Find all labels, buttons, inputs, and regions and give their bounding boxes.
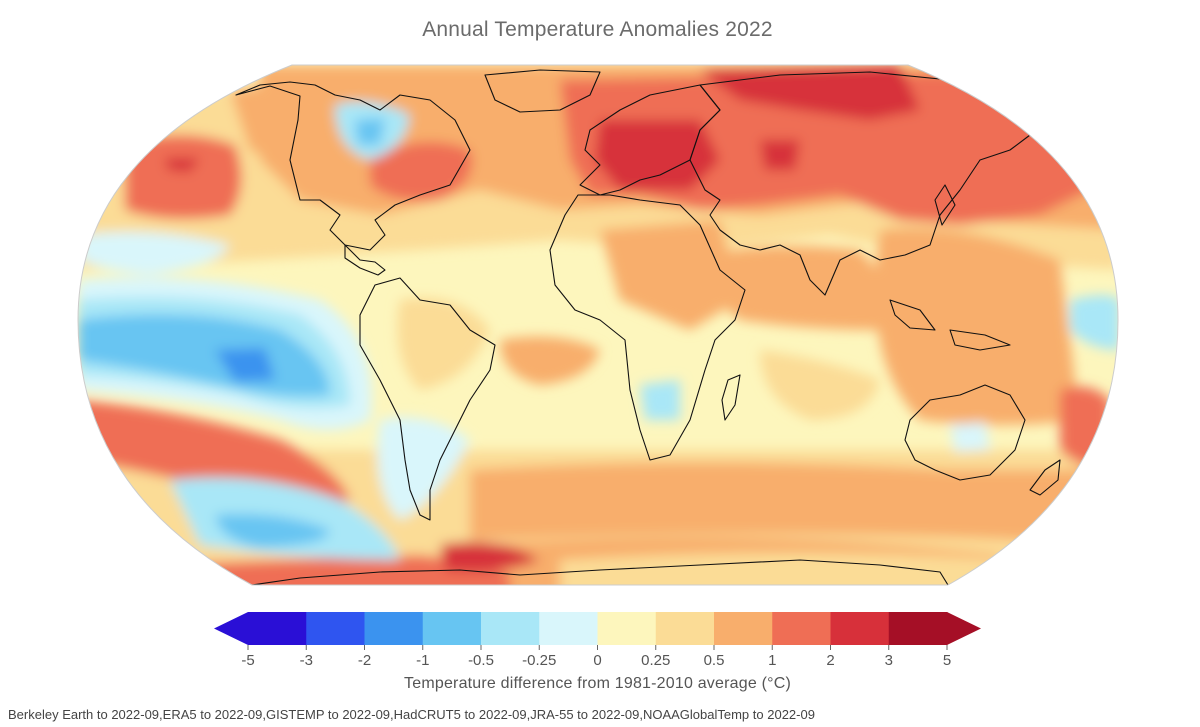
colorbar-segment (714, 612, 773, 645)
colorbar-tick-label: 0.5 (703, 652, 725, 669)
colorbar-tick-label: 2 (826, 652, 835, 669)
colorbar-tick-label: -3 (299, 652, 313, 669)
anomaly-field (78, 65, 1118, 585)
colorbar-tick-label: -1 (416, 652, 430, 669)
colorbar-segment (539, 612, 598, 645)
coastlines (235, 69, 1061, 585)
colorbar (214, 612, 981, 650)
colorbar-segment (830, 612, 890, 645)
colorbar-segment (481, 612, 540, 645)
colorbar-tick-label: 0 (593, 652, 602, 669)
colorbar-segment (597, 612, 657, 645)
colorbar-tick-label: -5 (241, 652, 255, 669)
colorbar-tick-label: -0.5 (468, 652, 494, 669)
colorbar-tick-label: -0.25 (522, 652, 557, 669)
colorbar-segment (306, 612, 365, 645)
colorbar-segment (655, 612, 715, 645)
colorbar-max-arrow (947, 612, 981, 645)
colorbar-tick-label: 5 (942, 652, 952, 669)
colorbar-tick-label: 3 (884, 652, 893, 669)
colorbar-min-arrow (214, 612, 248, 645)
colorbar-segment (364, 612, 424, 645)
world-map (77, 64, 1119, 586)
colorbar-tick-label: -2 (357, 652, 372, 669)
colorbar-segment (888, 612, 948, 645)
colorbar-tick-label: 1 (768, 652, 777, 669)
colorbar-label: Temperature difference from 1981-2010 av… (404, 675, 791, 692)
map-title: Annual Temperature Anomalies 2022 (422, 18, 773, 41)
colorbar-segment (248, 612, 307, 645)
globe-outline (77, 64, 1119, 586)
colorbar-segment (772, 612, 831, 645)
colorbar-tick-label: 0.25 (641, 652, 671, 669)
colorbar-segment (422, 612, 482, 645)
data-sources-note: Berkeley Earth to 2022-09,ERA5 to 2022-0… (8, 707, 815, 722)
